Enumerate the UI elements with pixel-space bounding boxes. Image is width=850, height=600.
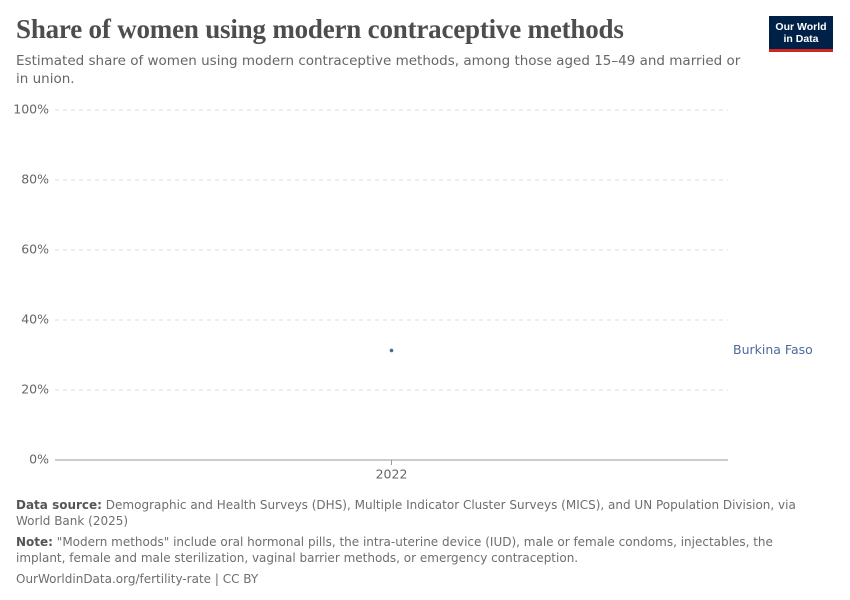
series-label: Burkina Faso xyxy=(733,342,813,357)
chart: 0% 20% 40% 60% 80% 100% 2022 Burkina Faso xyxy=(13,102,813,482)
y-tick-label: 60% xyxy=(21,242,49,257)
chart-title: Share of women using modern contraceptiv… xyxy=(16,14,624,44)
y-tick-label: 0% xyxy=(29,452,49,467)
logo-text: Our World xyxy=(775,21,827,33)
source-label: Data source: xyxy=(16,498,102,512)
url[interactable]: OurWorldinData.org/fertility-rate | CC B… xyxy=(16,572,259,586)
note: Note: "Modern methods" include oral horm… xyxy=(16,534,826,566)
logo-text: in Data xyxy=(783,33,819,45)
y-tick-label: 40% xyxy=(21,312,49,327)
point xyxy=(389,348,394,353)
source: Data source: Demographic and Health Surv… xyxy=(16,497,826,529)
logo[interactable]: Our World in Data xyxy=(769,16,833,52)
y-tick-label: 100% xyxy=(13,102,49,117)
footer: Data source: Demographic and Health Surv… xyxy=(16,497,826,592)
y-tick-label: 20% xyxy=(21,382,49,397)
y-tick-label: 80% xyxy=(21,172,49,187)
note-label: Note: xyxy=(16,535,53,549)
source-text: Demographic and Health Surveys (DHS), Mu… xyxy=(16,498,796,528)
note-text: "Modern methods" include oral hormonal p… xyxy=(16,535,773,565)
chart-subtitle: Estimated share of women using modern co… xyxy=(16,53,741,87)
x-tick-label: 2022 xyxy=(376,467,408,482)
